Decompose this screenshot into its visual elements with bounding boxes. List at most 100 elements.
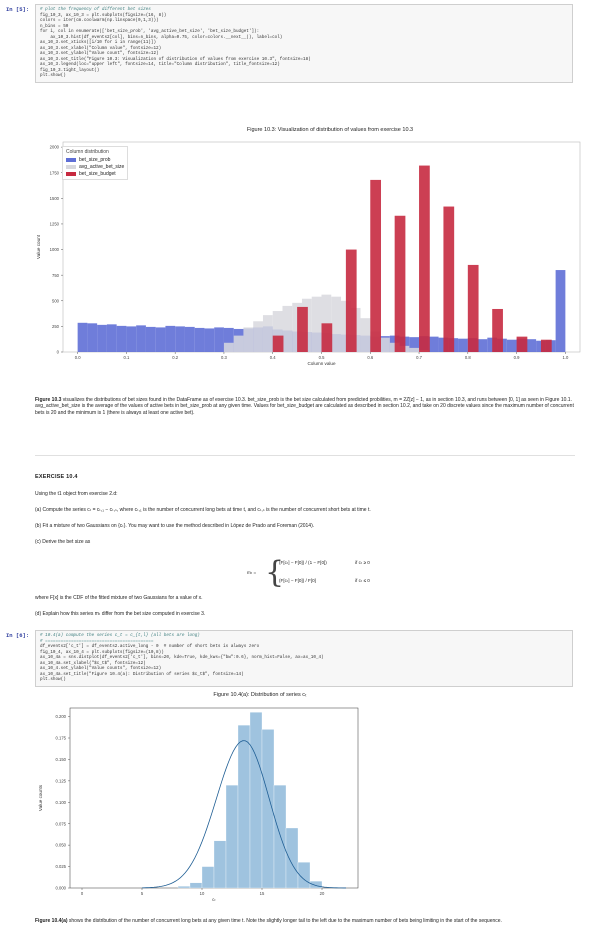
- formula-bottom: (F[cₜ] − F[0]) / F[0]: [279, 578, 316, 583]
- x-axis-label: Column value: [307, 361, 336, 366]
- bar-bet-size-prob: [526, 339, 537, 352]
- legend-title: Column distribution: [66, 149, 109, 155]
- y-tick-label: 0.050: [56, 843, 67, 848]
- bar-bet-size-budget: [516, 336, 528, 352]
- bar-bet-size-prob: [145, 326, 156, 352]
- histogram-bar: [201, 866, 215, 889]
- bar-avg-active-bet-size: [253, 321, 263, 352]
- y-tick-label: 0: [57, 350, 60, 355]
- x-tick-label: 0.7: [416, 355, 422, 360]
- bar-bet-size-prob: [223, 327, 234, 352]
- y-tick-label: 0.000: [56, 886, 67, 891]
- divider: [35, 455, 575, 456]
- legend-item-avg-active-bet-size: avg_active_bet_size: [66, 163, 124, 170]
- x-tick-label: 10: [200, 891, 205, 896]
- bar-bet-size-budget: [443, 206, 455, 352]
- code-cell-5[interactable]: # plot the frequency of different bet si…: [35, 4, 573, 83]
- formula-lhs: mₜ =: [247, 570, 257, 575]
- bar-avg-active-bet-size: [223, 342, 234, 352]
- code-line: ax_10_4a.set_title("Figure 10.4(a): Dist…: [40, 671, 244, 677]
- code-line: # 10.4(a) compute the series c_t = c_{t,…: [40, 633, 200, 638]
- y-tick-label: 1000: [50, 247, 60, 252]
- code-line: plt.show(): [40, 73, 66, 78]
- code-line: n_bins = 50: [40, 23, 69, 29]
- bar-bet-size-prob: [136, 325, 146, 352]
- y-tick-label: 1500: [50, 196, 60, 201]
- formula-bottom-condition: if cₜ ≤ 0: [355, 578, 370, 583]
- code-line: # ======================================…: [40, 638, 154, 644]
- caption-lead: Figure 10.4(a): [35, 918, 68, 924]
- bar-bet-size-prob: [555, 270, 566, 352]
- bar-bet-size-prob: [106, 324, 117, 352]
- bar-bet-size-budget: [540, 339, 552, 352]
- histogram-bar: [225, 784, 239, 889]
- bar-avg-active-bet-size: [243, 327, 254, 352]
- code-line: ax_10_3.set_title("Figure 10.3: Visualiz…: [40, 56, 311, 62]
- code-line: ax_10_4a.set_xlabel("$c_t$", fontsize=12…: [40, 660, 146, 666]
- legend-item-bet-size-prob: bet_size_prob: [66, 156, 124, 163]
- bar-bet-size-budget: [370, 179, 382, 352]
- bar-bet-size-prob: [204, 328, 215, 352]
- bar-bet-size-prob: [175, 326, 185, 352]
- y-tick-label: 750: [52, 273, 60, 278]
- bar-bet-size-prob: [155, 327, 166, 352]
- caption-text: visualizes the distributions of bet size…: [35, 397, 574, 416]
- y-tick-label: 0.175: [56, 736, 67, 741]
- bar-bet-size-prob: [165, 325, 176, 352]
- code-line: ax_10_3.set_ylabel("Value count", fontsi…: [40, 51, 159, 56]
- x-tick-label: 0.8: [465, 355, 471, 360]
- bar-bet-size-prob: [77, 322, 88, 352]
- bar-bet-size-budget: [297, 306, 308, 352]
- code-line: plt.show(): [40, 677, 66, 682]
- histogram-bar: [213, 840, 227, 889]
- bar-bet-size-budget: [345, 249, 357, 352]
- code-line: fig_10_3, ax_10_3 = plt.subplots(figsize…: [40, 12, 167, 18]
- histogram-bar: [309, 880, 323, 889]
- exercise-part-c: (c) Derive the bet size as: [35, 539, 91, 545]
- code-line: ax_10_3.set_xlabel("Column value", fonts…: [40, 45, 162, 51]
- y-axis-label: Value count: [36, 234, 41, 259]
- x-tick-label: 0: [81, 891, 84, 896]
- y-tick-label: 2000: [50, 145, 60, 150]
- bar-bet-size-prob: [97, 324, 107, 352]
- figure-10-4a-chart: 0.000 0.025 0.050 0.075 0.100 0.125 0.150 0.175…: [38, 707, 359, 902]
- y-tick-label: 0.075: [56, 821, 67, 826]
- bar-bet-size-prob: [116, 325, 127, 352]
- x-tick-label: 0.0: [75, 355, 81, 360]
- code-cell-6[interactable]: # 10.4(a) compute the series c_t = c_{t,…: [35, 630, 573, 687]
- bar-bet-size-prob: [428, 336, 439, 352]
- bar-avg-active-bet-size: [360, 318, 371, 352]
- histogram-bar: [237, 724, 251, 889]
- legend-label: avg_active_bet_size: [79, 163, 125, 170]
- bar-bet-size-prob: [87, 323, 98, 352]
- bar-bet-size-prob: [506, 339, 517, 352]
- kde-curve: [141, 740, 347, 889]
- figure-10-3-caption: Figure 10.3 visualizes the distributions…: [35, 397, 575, 416]
- exercise-part-a: (a) Compute the series cₜ = cₜ,₁ − cₜ,ₛ,…: [35, 507, 371, 513]
- y-tick-label: 500: [52, 298, 60, 303]
- bar-bet-size-prob: [458, 338, 468, 352]
- x-tick-label: 20: [320, 891, 325, 896]
- formula-top-condition: if cₜ ≥ 0: [355, 560, 370, 565]
- exercise-intro: Using the t1 object from exercise 2.d:: [35, 491, 118, 497]
- bar-bet-size-prob: [477, 339, 488, 352]
- x-tick-label: 0.1: [123, 355, 129, 360]
- code-line: colors = iter(cm.coolwarm(np.linspace(0,…: [40, 18, 159, 23]
- exercise-part-d: (d) Explain how this series mₜ differ fr…: [35, 611, 206, 617]
- code-line: ax_10_3.legend(loc="upper left", fontsiz…: [40, 62, 280, 67]
- histogram-bar: [189, 882, 203, 889]
- y-tick-label: 0.125: [56, 778, 67, 783]
- code-line: # plot the frequency of different bet si…: [40, 7, 151, 12]
- y-tick-label: 0.200: [56, 714, 67, 719]
- bar-bet-size-prob: [126, 326, 137, 352]
- figure-10-4a-caption: Figure 10.4(a) shows the distribution of…: [35, 918, 575, 924]
- code-line: ax_10_4.set_ylabel("Value counts", fonts…: [40, 666, 162, 671]
- bar-bet-size-prob: [194, 327, 205, 352]
- bar-bet-size-budget: [492, 308, 503, 352]
- figure-10-3-title: Figure 10.3: Visualization of distributi…: [246, 127, 414, 133]
- bar-bet-size-prob: [409, 337, 420, 352]
- figure-10-3-legend: Column distribution bet_size_prob avg_ac…: [62, 146, 129, 180]
- exercise-part-b: (b) Fit a mixture of two Gaussians on {c…: [35, 523, 315, 529]
- bar-bet-size-prob: [536, 340, 546, 352]
- caption-text: shows the distribution of the number of …: [67, 918, 502, 924]
